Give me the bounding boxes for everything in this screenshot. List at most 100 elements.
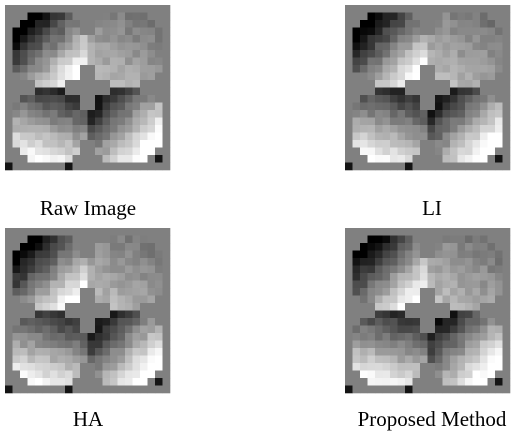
pixel <box>488 118 496 126</box>
pixel <box>118 95 126 103</box>
pixel <box>65 318 73 326</box>
pixel <box>50 88 58 96</box>
pixel <box>480 318 488 326</box>
pixel <box>495 50 503 58</box>
pixel <box>58 311 66 319</box>
pixel <box>43 288 51 296</box>
pixel <box>480 80 488 88</box>
pixel <box>13 266 21 274</box>
pixel <box>80 251 88 259</box>
pixel <box>390 348 398 356</box>
pixel <box>88 311 96 319</box>
pixel <box>465 65 473 73</box>
pixel <box>495 103 503 111</box>
pixel <box>43 80 51 88</box>
pixel <box>420 356 428 364</box>
pixel <box>345 258 353 266</box>
pixel <box>155 386 163 394</box>
pixel <box>405 88 413 96</box>
pixel <box>473 311 481 319</box>
pixel <box>503 73 511 81</box>
pixel <box>65 95 73 103</box>
pixel <box>450 28 458 36</box>
pixel <box>148 303 156 311</box>
pixel <box>353 28 361 36</box>
pixel <box>13 303 21 311</box>
pixel <box>80 356 88 364</box>
pixel <box>133 251 141 259</box>
pixel <box>95 110 103 118</box>
pixel <box>103 378 111 386</box>
pixel <box>435 43 443 51</box>
pixel <box>390 228 398 236</box>
pixel <box>495 363 503 371</box>
image <box>5 228 170 393</box>
pixel <box>80 65 88 73</box>
pixel <box>450 288 458 296</box>
pixel <box>50 80 58 88</box>
pixel <box>353 140 361 148</box>
pixel <box>375 371 383 379</box>
pixel <box>80 348 88 356</box>
pixel <box>58 125 66 133</box>
pixel <box>20 348 28 356</box>
pixel <box>413 266 421 274</box>
pixel <box>398 348 406 356</box>
pixel <box>80 333 88 341</box>
pixel <box>390 5 398 13</box>
pixel <box>345 133 353 141</box>
pixel <box>28 35 36 43</box>
pixel <box>428 140 436 148</box>
pixel <box>5 341 13 349</box>
pixel <box>50 303 58 311</box>
pixel <box>148 58 156 66</box>
pixel <box>360 341 368 349</box>
pixel <box>420 125 428 133</box>
pixel <box>163 258 171 266</box>
pixel <box>488 80 496 88</box>
pixel <box>353 125 361 133</box>
pixel <box>368 5 376 13</box>
pixel <box>148 258 156 266</box>
pixel <box>443 133 451 141</box>
pixel <box>58 43 66 51</box>
pixel <box>503 326 511 334</box>
pixel <box>420 5 428 13</box>
pixel <box>480 110 488 118</box>
pixel <box>5 140 13 148</box>
pixel <box>450 243 458 251</box>
pixel <box>148 311 156 319</box>
pixel <box>148 20 156 28</box>
pixel <box>390 50 398 58</box>
pixel <box>450 356 458 364</box>
pixel <box>118 148 126 156</box>
pixel <box>163 125 171 133</box>
pixel <box>345 43 353 51</box>
pixel <box>20 386 28 394</box>
pixel <box>383 35 391 43</box>
pixel <box>488 88 496 96</box>
pixel <box>360 251 368 259</box>
pixel <box>65 20 73 28</box>
pixel <box>103 13 111 21</box>
pixel <box>148 133 156 141</box>
pixel <box>140 318 148 326</box>
pixel <box>125 311 133 319</box>
pixel <box>88 243 96 251</box>
pixel <box>28 118 36 126</box>
pixel <box>503 251 511 259</box>
pixel <box>428 266 436 274</box>
pixel <box>353 326 361 334</box>
pixel <box>398 28 406 36</box>
pixel <box>405 155 413 163</box>
pixel <box>88 148 96 156</box>
pixel <box>360 163 368 171</box>
pixel <box>125 333 133 341</box>
pixel <box>398 378 406 386</box>
pixel <box>50 13 58 21</box>
pixel <box>125 20 133 28</box>
pixel <box>110 266 118 274</box>
pixel <box>353 35 361 43</box>
pixel <box>35 228 43 236</box>
pixel <box>405 281 413 289</box>
